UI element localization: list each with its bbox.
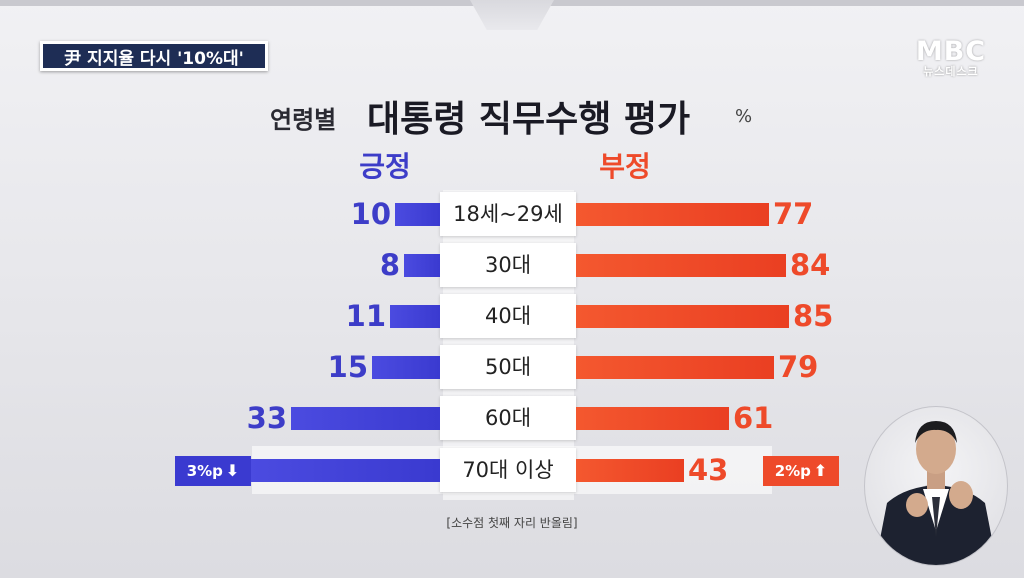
change-badge-positive: 3%p ⬇	[175, 456, 251, 486]
arrow-up-icon: ⬆	[813, 461, 828, 480]
title-prefix: 연령별	[270, 106, 337, 134]
headline-caption: 尹 지지율 다시 '10%대'	[40, 41, 268, 71]
value-label-negative: 85	[793, 299, 834, 333]
interpreter-figure	[875, 421, 997, 565]
bar-positive	[390, 305, 440, 328]
value-label-negative: 77	[773, 197, 814, 231]
bar-negative	[576, 407, 729, 430]
logo-program: 뉴스데스크	[923, 65, 979, 78]
logo-brand: MBC	[915, 36, 987, 67]
category-label: 30대	[440, 243, 576, 287]
value-label-positive: 33	[246, 401, 287, 435]
mbc-logo: MBC 뉴스데스크	[905, 38, 997, 84]
category-label: 40대	[440, 294, 576, 338]
change-negative-text: 2%p	[774, 462, 811, 480]
category-label: 18세~29세	[440, 192, 576, 236]
value-label-negative: 61	[733, 401, 774, 435]
chart-title: 연령별 대통령 직무수행 평가 %	[0, 84, 1024, 140]
change-badge-negative: 2%p ⬆	[763, 456, 839, 486]
value-label-positive: 10	[350, 197, 391, 231]
value-label-positive: 11	[345, 299, 386, 333]
bar-negative	[576, 356, 774, 379]
bar-positive	[404, 254, 440, 277]
bar-positive	[395, 203, 440, 226]
bar-positive	[251, 459, 440, 482]
bar-negative	[576, 305, 789, 328]
rounding-note: [소수점 첫째 자리 반올림]	[446, 516, 578, 530]
category-label: 60대	[440, 396, 576, 440]
value-label-negative: 84	[790, 248, 831, 282]
title-unit: %	[735, 106, 753, 127]
arrow-down-icon: ⬇	[225, 461, 240, 480]
bar-positive	[372, 356, 440, 379]
category-label: 70대 이상	[440, 448, 576, 492]
value-label-positive: 15	[327, 350, 368, 384]
top-tab-notch	[470, 0, 554, 30]
bar-negative	[576, 203, 769, 226]
value-label-positive: 8	[379, 248, 400, 282]
value-label-negative: 43	[688, 453, 729, 487]
value-label-negative: 79	[778, 350, 819, 384]
category-label: 50대	[440, 345, 576, 389]
sign-language-interpreter	[864, 406, 1008, 566]
change-positive-text: 3%p	[186, 462, 223, 480]
legend-negative: 부정	[599, 150, 651, 183]
title-main: 대통령 직무수행 평가	[367, 99, 691, 140]
legend-positive: 긍정	[359, 150, 411, 183]
bar-positive	[291, 407, 440, 430]
bar-negative	[576, 254, 786, 277]
bar-negative	[576, 459, 684, 482]
